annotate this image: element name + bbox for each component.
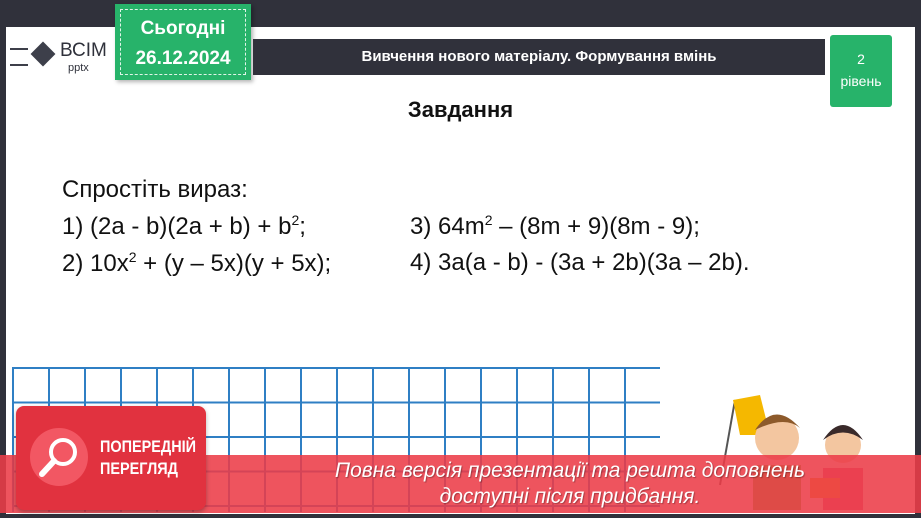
preview-badge[interactable]: ПОПЕРЕДНІЙ ПЕРЕГЛЯД xyxy=(16,406,206,510)
banner-text: Повна версія презентації та решта доповн… xyxy=(300,458,840,510)
logo-lines-icon xyxy=(10,48,28,66)
header-bar: Вивчення нового матеріалу. Формування вм… xyxy=(253,39,825,75)
task-4: 4) 3a(a - b) - (3a + 2b)(3a – 2b). xyxy=(410,249,750,276)
task-3: 3) 64m2 – (8m + 9)(8m - 9); xyxy=(410,212,700,240)
magnifier-icon xyxy=(30,428,88,486)
level-label: рівень xyxy=(840,73,882,89)
banner-line-2: доступні після придбання. xyxy=(439,485,701,508)
date-value: 26.12.2024 xyxy=(135,48,231,69)
banner-line-1: Повна версія презентації та решта доповн… xyxy=(334,459,806,482)
logo-sub: pptx xyxy=(68,62,89,74)
slide-title: Завдання xyxy=(407,97,514,122)
preview-label: ПОПЕРЕДНІЙ ПЕРЕГЛЯД xyxy=(100,437,197,478)
task-2: 2) 10x2 + (y – 5x)(y + 5x); xyxy=(62,249,332,277)
level-badge: 2 рівень xyxy=(830,35,892,107)
task-prompt: Спростіть вираз: xyxy=(62,176,248,203)
level-number: 2 xyxy=(857,51,865,67)
vsim-logo: ВСІМ pptx xyxy=(10,38,110,78)
graduation-cap-icon xyxy=(30,41,56,67)
task-1: 1) (2a - b)(2a + b) + b2; xyxy=(62,212,306,240)
date-box: Сьогодні 26.12.2024 xyxy=(115,4,251,80)
logo-name: ВСІМ xyxy=(60,40,107,61)
date-label: Сьогодні xyxy=(140,18,226,39)
